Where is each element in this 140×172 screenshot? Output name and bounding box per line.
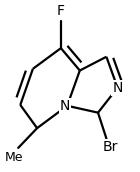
Text: Me: Me <box>5 151 23 164</box>
Text: F: F <box>57 4 65 18</box>
Text: Br: Br <box>103 140 118 154</box>
Text: N: N <box>112 81 123 95</box>
Text: N: N <box>60 99 70 113</box>
